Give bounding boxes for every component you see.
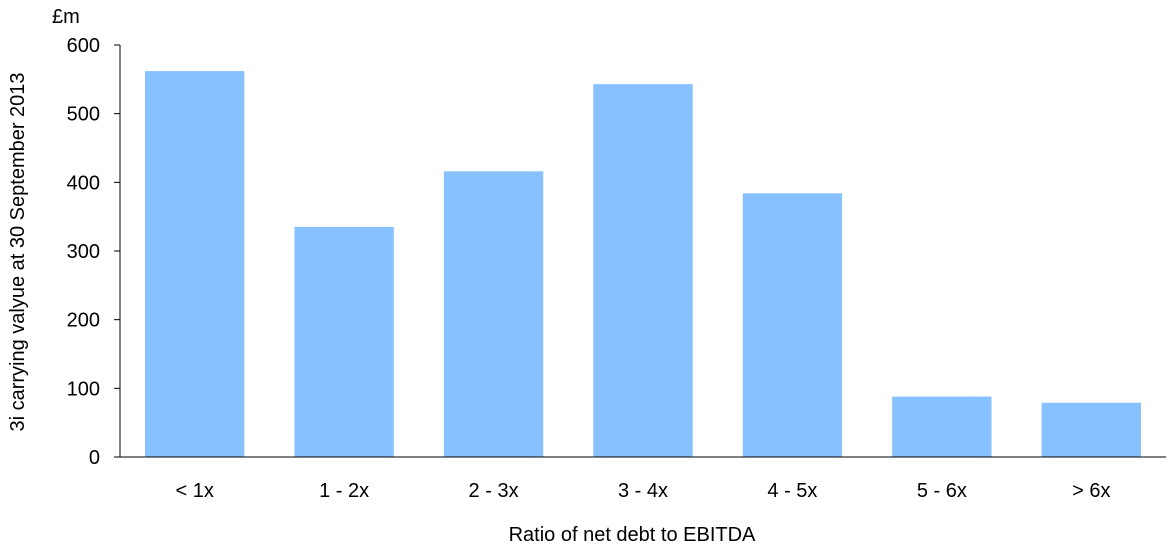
y-unit-label: £m	[52, 6, 80, 28]
y-tick-label: 400	[67, 172, 100, 194]
bar	[145, 71, 245, 458]
x-tick-label: > 6x	[1072, 480, 1110, 502]
x-tick-label: 2 - 3x	[469, 480, 519, 502]
bar	[1041, 402, 1141, 457]
y-axis-title: 3i carrying valyue at 30 September 2013	[7, 72, 29, 431]
y-tick-label: 500	[67, 104, 100, 126]
bar	[892, 396, 992, 457]
x-tick-label: 5 - 6x	[917, 480, 967, 502]
y-tick-label: 600	[67, 35, 100, 57]
y-tick-label: 0	[89, 447, 100, 469]
bars-group	[145, 71, 1141, 458]
y-tick-label: 300	[67, 241, 100, 263]
bar	[443, 171, 544, 457]
x-tick-label: 3 - 4x	[618, 480, 668, 502]
y-tick-label: 200	[67, 310, 100, 332]
bar	[593, 84, 693, 457]
bar	[294, 226, 394, 457]
x-tick-labels: < 1x 1 - 2x 2 - 3x 3 - 4x 4 - 5x 5 - 6x > 6x	[176, 480, 1111, 502]
x-axis-title: Ratio of net debt to EBITDA	[509, 524, 756, 546]
x-tick-label: 1 - 2x	[319, 480, 369, 502]
y-tick-label: 100	[67, 378, 100, 400]
x-tick-label: 4 - 5x	[767, 480, 817, 502]
bar	[742, 193, 843, 457]
y-tick-labels: 0 100 200 300 400 500 600	[67, 35, 120, 469]
x-tick-label: < 1x	[176, 480, 214, 502]
